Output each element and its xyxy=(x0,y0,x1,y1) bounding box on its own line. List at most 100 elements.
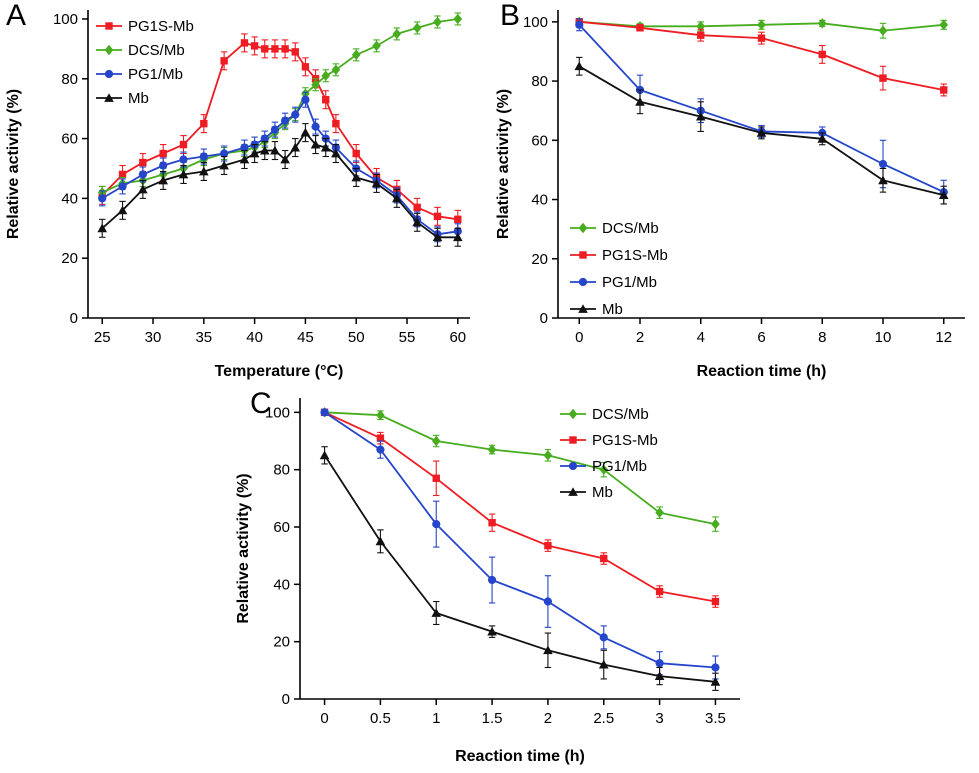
legend-item-Mb: Mb xyxy=(560,484,613,501)
legend-label: Mb xyxy=(602,301,623,318)
triangle-marker xyxy=(938,190,949,199)
triangle-marker xyxy=(578,304,588,313)
square-marker xyxy=(569,436,577,444)
square-marker xyxy=(488,519,496,527)
triangle-marker xyxy=(351,172,362,182)
square-marker xyxy=(940,86,948,94)
y-tick-label: 80 xyxy=(531,73,548,90)
square-marker xyxy=(433,212,442,221)
y-tick-label: 20 xyxy=(531,251,548,268)
x-tick-label: 1 xyxy=(432,710,440,727)
triangle-marker xyxy=(487,626,497,636)
triangle-marker xyxy=(710,677,721,686)
circle-marker xyxy=(260,134,269,143)
legend-label: PG1S-Mb xyxy=(592,432,658,449)
circle-marker xyxy=(311,122,320,131)
x-tick-label: 2 xyxy=(544,710,552,727)
y-tick-label: 0 xyxy=(70,310,78,327)
square-marker xyxy=(432,474,440,482)
diamond-marker xyxy=(543,450,553,461)
circle-marker xyxy=(599,633,608,642)
triangle-marker xyxy=(249,148,260,158)
circle-marker xyxy=(118,182,127,191)
circle-marker xyxy=(301,95,310,104)
x-tick-label: 6 xyxy=(757,329,765,346)
y-tick-label: 100 xyxy=(53,11,78,28)
series-line xyxy=(101,131,458,239)
square-marker xyxy=(454,215,462,224)
circle-marker xyxy=(179,155,188,164)
circle-marker xyxy=(575,20,584,29)
square-marker xyxy=(179,140,188,149)
circle-marker xyxy=(320,408,329,417)
square-marker xyxy=(376,434,385,442)
y-tick-label: 0 xyxy=(282,691,290,708)
triangle-marker xyxy=(543,645,553,655)
series-Mb xyxy=(574,56,949,205)
triangle-marker xyxy=(138,184,148,194)
axes: 0 20 40 60 80 100 0 2 4 6 8 10 12 xyxy=(523,10,965,346)
chart-A-svg: 0 20 40 60 80 100 25 30 35 40 45 50 55 60 Temperature … xyxy=(5,10,470,380)
panel-c-chart: 0 20 40 60 80 100 0 0.5 1 1.5 2 2.5 3 3.5 Reaction tim… xyxy=(230,386,752,773)
legend-label: DCS/Mb xyxy=(592,406,649,423)
legend-label: PG1/Mb xyxy=(592,458,647,475)
triangle-marker xyxy=(453,232,463,242)
x-tick-label: 2 xyxy=(636,329,644,346)
triangle-marker xyxy=(375,536,386,546)
triangle-marker xyxy=(104,93,114,102)
legend-label: PG1/Mb xyxy=(602,274,657,291)
y-axis-label: Relative activity (%) xyxy=(235,473,252,623)
diamond-marker xyxy=(878,25,888,36)
circle-marker xyxy=(487,575,497,585)
diamond-marker xyxy=(453,13,463,25)
diamond-marker xyxy=(351,49,361,61)
diamond-marker xyxy=(311,79,320,90)
x-tick-label: 0.5 xyxy=(370,710,391,727)
panel-b-chart: 0 20 40 60 80 100 0 2 4 6 8 10 12 Reaction time (h) Re… xyxy=(492,0,979,388)
y-tick-label: 40 xyxy=(531,192,548,209)
triangle-marker xyxy=(878,175,888,185)
square-marker xyxy=(301,63,310,71)
x-tick-label: 0 xyxy=(320,710,328,727)
diamond-marker xyxy=(817,18,827,29)
legend-item-DCS/Mb: DCS/Mb xyxy=(96,42,185,59)
series-line xyxy=(323,454,716,683)
x-axis-label: Reaction time (h) xyxy=(697,363,827,380)
x-tick-label: 1.5 xyxy=(482,710,503,727)
triangle-marker xyxy=(219,160,229,170)
x-tick-label: 55 xyxy=(399,329,416,346)
diamond-marker xyxy=(578,222,588,234)
y-tick-label: 60 xyxy=(61,131,78,148)
x-axis-label: Reaction time (h) xyxy=(455,748,585,765)
circle-marker xyxy=(159,161,168,170)
x-tick-label: 25 xyxy=(94,329,111,346)
x-tick-label: 4 xyxy=(697,329,705,346)
diamond-marker xyxy=(412,22,422,34)
square-marker xyxy=(322,96,330,104)
legend-label: PG1S-Mb xyxy=(128,18,194,35)
diamond-marker xyxy=(331,64,341,76)
legend-label: Mb xyxy=(592,484,613,501)
legend-label: PG1S-Mb xyxy=(602,247,668,264)
square-marker xyxy=(655,587,664,596)
square-marker xyxy=(200,119,208,128)
legend-label: DCS/Mb xyxy=(602,220,659,237)
square-marker xyxy=(879,74,887,82)
x-tick-label: 45 xyxy=(297,329,314,346)
circle-marker xyxy=(240,143,249,152)
triangle-marker xyxy=(412,217,422,227)
y-tick-label: 100 xyxy=(523,14,548,31)
legend: PG1S-Mb DCS/Mb PG1/Mb Mb xyxy=(96,18,194,107)
series-line xyxy=(578,24,945,193)
x-tick-label: 40 xyxy=(246,329,263,346)
diamond-marker xyxy=(431,435,441,447)
square-marker xyxy=(544,541,552,550)
circle-marker xyxy=(878,159,888,169)
triangle-marker xyxy=(280,154,290,164)
triangle-marker xyxy=(598,659,609,669)
square-marker xyxy=(159,149,167,158)
diamond-marker xyxy=(568,408,578,420)
square-marker xyxy=(220,57,228,65)
circle-marker xyxy=(138,170,147,179)
